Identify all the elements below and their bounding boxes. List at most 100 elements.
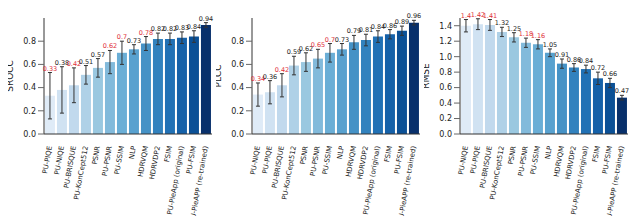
svg-text:0.57: 0.57 [91,51,105,59]
svg-text:0.81: 0.81 [358,26,374,35]
svg-text:PLCC: PLCC [216,64,223,87]
svg-text:0.51: 0.51 [79,58,93,66]
svg-text:1.25: 1.25 [506,24,522,33]
svg-text:PU-PIQE: PU-PIQE [261,145,274,174]
svg-text:PU-BRISQUE: PU-BRISQUE [478,145,494,189]
svg-text:1.0: 1.0 [439,53,452,62]
svg-text:0.42: 0.42 [66,59,82,68]
svg-text:0.73: 0.73 [335,36,349,44]
svg-text:PU-SSIM: PU-SSIM [321,145,334,175]
svg-text:0.82: 0.82 [162,25,178,34]
svg-text:0.33: 0.33 [42,64,58,73]
svg-text:HDRVDP2: HDRVDP2 [356,145,370,181]
svg-text:0.2: 0.2 [231,107,244,116]
svg-text:PU-NIQE: PU-NIQE [457,145,470,175]
svg-text:0.42: 0.42 [275,66,289,74]
svg-text:1.05: 1.05 [543,41,557,49]
svg-text:0.36: 0.36 [263,73,277,81]
svg-text:0.84: 0.84 [187,23,201,31]
svg-text:0.0: 0.0 [23,130,36,139]
svg-text:PU-KonCept512: PU-KonCept512 [281,145,298,200]
svg-text:PU-PieAPP (re-trained): PU-PieAPP (re-trained) [397,145,418,216]
svg-text:0.6: 0.6 [439,83,452,92]
svg-text:0.7: 0.7 [117,33,127,41]
svg-text:0.59: 0.59 [286,48,302,57]
svg-text:0.4: 0.4 [439,99,452,108]
svg-text:NLP: NLP [128,145,138,160]
svg-text:0.2: 0.2 [23,107,36,116]
svg-text:0.6: 0.6 [231,60,244,69]
svg-text:PU-KonCept512: PU-KonCept512 [489,145,506,200]
svg-text:0.94: 0.94 [199,15,213,23]
svg-text:PSNR: PSNR [91,145,102,165]
svg-text:0.66: 0.66 [603,70,617,78]
svg-text:PU-FSIM: PU-FSIM [393,145,406,174]
svg-text:SROCC: SROCC [8,60,15,92]
svg-text:PU-PSNR: PU-PSNR [309,145,322,177]
svg-text:HDRVQM: HDRVQM [137,145,150,177]
svg-text:0.4: 0.4 [231,83,244,92]
svg-text:1.16: 1.16 [531,32,545,40]
svg-text:0.47: 0.47 [615,87,629,95]
svg-text:1.18: 1.18 [518,30,534,39]
svg-text:PU-SSIM: PU-SSIM [529,145,542,175]
svg-text:1.41: 1.41 [482,11,498,20]
svg-text:0.0: 0.0 [231,130,244,139]
svg-text:PU-PSNR: PU-PSNR [101,145,114,177]
svg-text:RMSE: RMSE [424,63,431,89]
svg-text:0.62: 0.62 [103,42,117,50]
svg-text:1.2: 1.2 [439,37,452,46]
svg-text:0.86: 0.86 [382,21,398,30]
svg-text:0.4: 0.4 [23,83,36,92]
svg-text:PU-PieAPP (re-trained): PU-PieAPP (re-trained) [189,145,210,216]
svg-text:PU-KonCept512: PU-KonCept512 [73,145,90,200]
svg-text:PU-BRISQUE: PU-BRISQUE [270,145,286,189]
svg-text:PU-FSIM: PU-FSIM [185,145,198,174]
svg-text:PSNR: PSNR [507,145,518,165]
svg-text:FSIM: FSIM [163,145,174,163]
svg-text:0.7: 0.7 [325,36,335,44]
svg-text:PU-FSIM: PU-FSIM [601,145,614,174]
svg-text:1.4: 1.4 [461,12,471,20]
svg-text:HDRVQM: HDRVQM [345,145,358,177]
svg-text:PU-NIQE: PU-NIQE [53,145,66,175]
svg-text:0.73: 0.73 [127,37,141,45]
svg-text:0.82: 0.82 [150,25,166,34]
svg-text:0.6: 0.6 [23,60,36,69]
svg-text:PU-PSNR: PU-PSNR [517,145,530,177]
svg-text:0.2: 0.2 [439,114,452,123]
svg-text:FSIM: FSIM [591,145,602,163]
svg-text:1.42: 1.42 [470,10,486,19]
svg-text:0.65: 0.65 [311,41,325,49]
svg-text:0.0: 0.0 [439,130,452,139]
svg-text:0.8: 0.8 [231,37,244,46]
svg-text:PU-BRISQUE: PU-BRISQUE [62,145,78,189]
svg-text:HDRVDP2: HDRVDP2 [148,145,162,180]
svg-text:0.8: 0.8 [23,37,36,46]
svg-text:PU-PIQE: PU-PIQE [469,145,482,174]
svg-text:1.4: 1.4 [439,22,452,31]
svg-text:NLP: NLP [544,145,554,160]
svg-text:PU-PieApp (original): PU-PieApp (original) [570,145,590,215]
svg-text:0.78: 0.78 [138,28,154,37]
svg-text:PU-PieAPP (re-trained): PU-PieAPP (re-trained) [605,145,626,216]
svg-text:HDRVDP2: HDRVDP2 [564,145,578,181]
svg-text:PU-PIQE: PU-PIQE [41,145,54,174]
svg-text:PU-PieApp (original): PU-PieApp (original) [166,145,186,215]
svg-text:0.96: 0.96 [407,12,421,20]
svg-text:PSNR: PSNR [299,145,310,165]
svg-text:FSIM: FSIM [383,145,394,163]
svg-text:0.89: 0.89 [394,18,410,27]
svg-text:PU-SSIM: PU-SSIM [113,145,126,175]
svg-text:0.79: 0.79 [346,27,362,36]
svg-text:0.38: 0.38 [54,58,70,67]
svg-text:0.62: 0.62 [298,44,314,53]
svg-text:PU-PieApp (original): PU-PieApp (original) [362,145,382,215]
svg-text:1.32: 1.32 [494,19,510,28]
svg-text:PU-NIQE: PU-NIQE [249,145,262,175]
svg-text:0.8: 0.8 [439,68,452,77]
svg-text:0.84: 0.84 [370,22,386,31]
svg-text:HDRVQM: HDRVQM [553,145,566,177]
svg-text:NLP: NLP [336,145,346,160]
svg-text:0.83: 0.83 [174,23,190,32]
